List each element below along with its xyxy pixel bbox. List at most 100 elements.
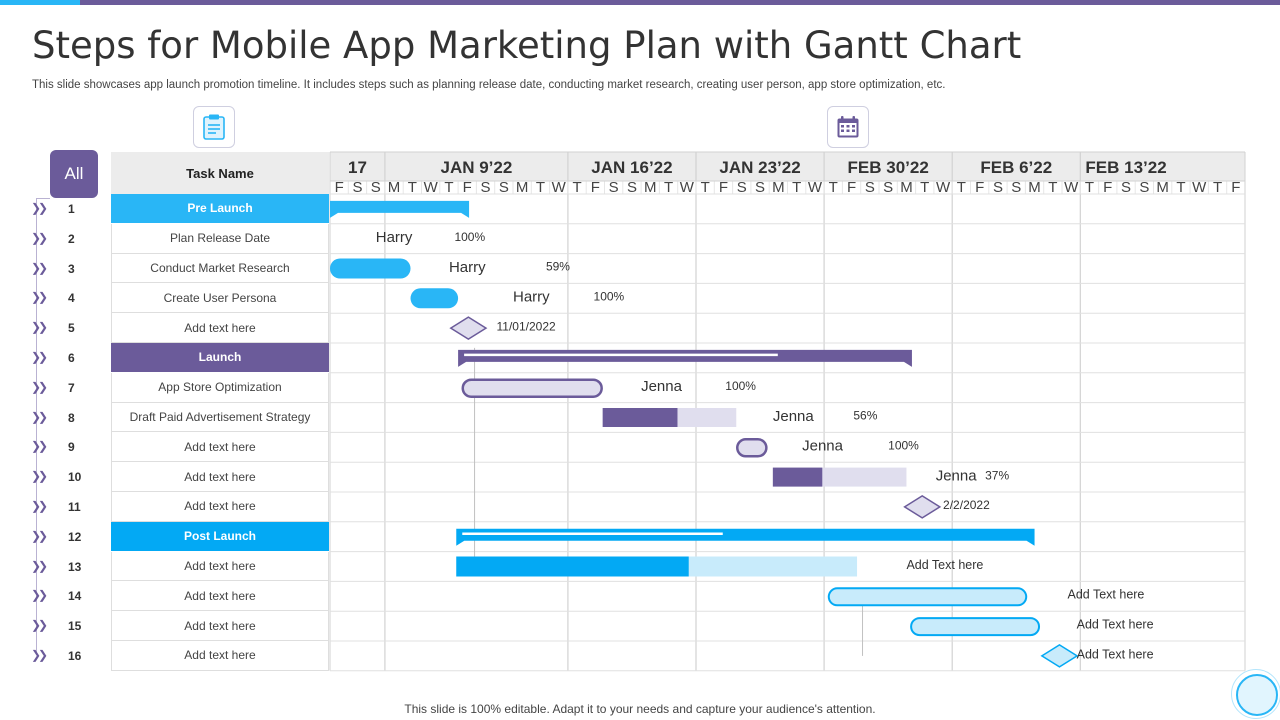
day-label: T (920, 179, 929, 196)
task-row[interactable]: Create User Persona (111, 283, 329, 314)
bar-annotation: Add Text here (1067, 588, 1144, 602)
bar-annotation: 11/01/2022 (497, 319, 556, 333)
task-bar-progress (456, 556, 689, 577)
row-chevron-icon[interactable]: ❯❯ (31, 588, 48, 603)
day-label: F (719, 179, 728, 196)
row-number: 15 (68, 619, 82, 634)
day-label: S (865, 179, 875, 196)
task-row[interactable]: Add text here (111, 492, 329, 522)
page-subtitle: This slide showcases app launch promotio… (32, 79, 946, 91)
row-chevron-icon[interactable]: ❯❯ (31, 618, 48, 633)
milestone-diamond (903, 495, 942, 519)
summary-bar (456, 528, 1035, 546)
clipboard-icon-box[interactable] (193, 106, 235, 148)
bar-annotation: Harry (376, 229, 413, 246)
day-label: T (1213, 179, 1222, 196)
day-label: T (664, 179, 673, 196)
task-row[interactable]: Add text here (111, 551, 329, 582)
week-header-bg (330, 152, 1245, 181)
day-label: W (424, 179, 439, 196)
day-label: T (829, 179, 838, 196)
week-header-label: FEB 30’22 (848, 158, 929, 177)
task-row[interactable]: Add text here (111, 313, 329, 343)
task-row[interactable]: Conduct Market Research (111, 253, 329, 284)
task-bar (736, 438, 768, 458)
row-chevron-icon[interactable]: ❯❯ (31, 200, 48, 215)
task-bar-remaining (772, 467, 907, 487)
day-label: M (388, 179, 401, 196)
calendar-icon-box[interactable] (827, 106, 869, 148)
task-row[interactable]: Add text here (111, 432, 329, 463)
day-label: T (444, 179, 453, 196)
row-chevron-icon[interactable]: ❯❯ (31, 528, 48, 543)
milestone-diamond (1040, 644, 1079, 668)
bar-annotation: Jenna (936, 467, 978, 484)
milestone-diamond (449, 316, 488, 340)
day-label: M (1156, 179, 1169, 196)
row-chevron-icon[interactable]: ❯❯ (31, 647, 48, 662)
day-label: M (900, 179, 913, 196)
task-row[interactable]: App Store Optimization (111, 372, 329, 403)
day-label: T (1085, 179, 1094, 196)
calendar-icon (837, 116, 859, 138)
bar-annotation: 2/2/2022 (943, 498, 990, 512)
day-label: T (792, 179, 801, 196)
decor-circle-outer (1231, 669, 1280, 719)
phase-row[interactable]: Post Launch (111, 521, 329, 551)
row-chevron-icon[interactable]: ❯❯ (31, 260, 48, 275)
week-header-label: FEB 13’22 (1085, 158, 1166, 177)
row-chevron-icon[interactable]: ❯❯ (31, 439, 48, 454)
row-number: 2 (68, 231, 75, 246)
bar-annotation: Jenna (641, 378, 683, 395)
task-row[interactable]: Add text here (111, 462, 329, 492)
day-label: T (536, 179, 545, 196)
row-chevron-icon[interactable]: ❯❯ (31, 409, 48, 424)
day-label: F (975, 179, 984, 196)
task-row[interactable]: Add text here (111, 641, 329, 671)
page-title: Steps for Mobile App Marketing Plan with… (32, 24, 1022, 67)
row-number: 3 (68, 261, 75, 276)
day-label: S (499, 179, 509, 196)
task-row[interactable]: Add text here (111, 611, 329, 641)
task-bar-remaining (602, 408, 737, 427)
task-row[interactable]: Draft Paid Advertisement Strategy (111, 402, 329, 433)
day-label: S (371, 179, 381, 196)
bar-annotation: 37% (985, 468, 1009, 482)
day-label: M (644, 179, 657, 196)
day-label: W (936, 179, 951, 196)
task-row[interactable]: Add text here (111, 581, 329, 612)
all-button[interactable]: All (50, 150, 98, 198)
day-label: S (627, 179, 637, 196)
task-row[interactable]: Plan Release Date (111, 223, 329, 254)
row-chevron-icon[interactable]: ❯❯ (31, 230, 48, 245)
day-label: S (993, 179, 1003, 196)
row-connector-hook (36, 198, 50, 199)
bar-annotation: Harry (449, 259, 486, 276)
day-header-bg (330, 181, 1245, 194)
day-label: S (737, 179, 747, 196)
row-chevron-icon[interactable]: ❯❯ (31, 320, 48, 335)
row-chevron-icon[interactable]: ❯❯ (31, 469, 48, 484)
day-label: S (1139, 179, 1149, 196)
row-chevron-icon[interactable]: ❯❯ (31, 558, 48, 573)
row-number: 9 (68, 440, 75, 455)
phase-row[interactable]: Pre Launch (111, 194, 329, 223)
row-number: 8 (68, 410, 75, 425)
day-label: W (808, 179, 823, 196)
row-chevron-icon[interactable]: ❯❯ (31, 349, 48, 364)
bar-annotation: Add Text here (906, 558, 983, 572)
day-label: S (609, 179, 619, 196)
row-chevron-icon[interactable]: ❯❯ (31, 290, 48, 305)
day-label: T (957, 179, 966, 196)
week-header-label: 17 (348, 158, 367, 177)
row-chevron-icon[interactable]: ❯❯ (31, 379, 48, 394)
top-bar-accent (0, 0, 80, 5)
row-chevron-icon[interactable]: ❯❯ (31, 498, 48, 513)
bar-annotation: 100% (725, 379, 756, 393)
bar-annotation: 100% (594, 290, 625, 304)
row-number: 10 (68, 470, 82, 485)
phase-row[interactable]: Launch (111, 343, 329, 372)
day-label: S (352, 179, 362, 196)
day-label: S (755, 179, 765, 196)
day-label: S (1011, 179, 1021, 196)
